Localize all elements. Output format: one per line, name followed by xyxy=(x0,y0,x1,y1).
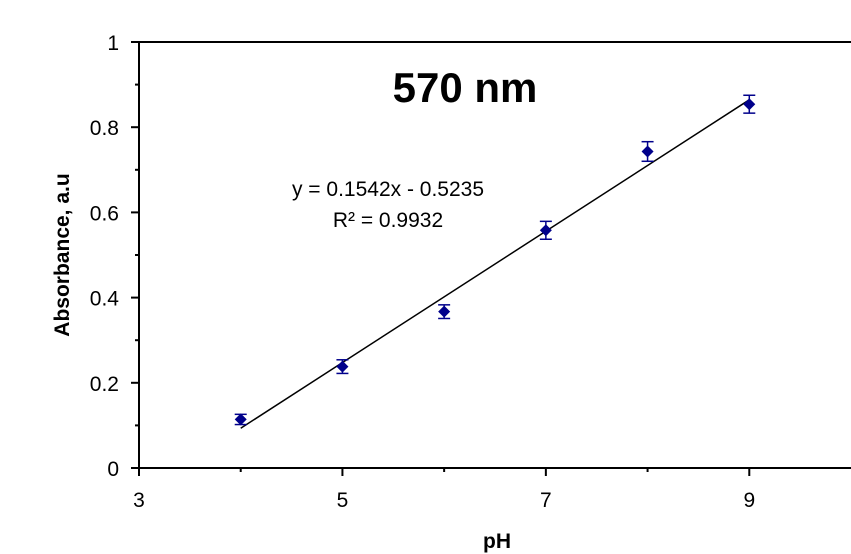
data-points xyxy=(234,94,756,426)
data-point-marker xyxy=(234,413,247,426)
axes: 0 0.2 0.4 0.6 0.8 1 3 5 7 9 xyxy=(90,32,851,512)
y-tick-label: 0.8 xyxy=(90,117,119,140)
y-tick-label: 1 xyxy=(107,32,119,55)
data-point-marker xyxy=(438,305,451,318)
x-tick-label: 9 xyxy=(743,489,755,512)
trendline-r-squared: R² = 0.9932 xyxy=(333,209,443,232)
x-tick-label: 7 xyxy=(540,489,552,512)
x-tick-label: 5 xyxy=(337,489,349,512)
y-tick-label: 0.2 xyxy=(90,373,119,396)
x-tick-label: 3 xyxy=(133,489,145,512)
trendline-equation: y = 0.1542x - 0.5235 xyxy=(292,178,484,201)
trendline-group xyxy=(240,99,750,429)
labels: 570 nm y = 0.1542x - 0.5235 R² = 0.9932 … xyxy=(51,64,537,553)
chart-title: 570 nm xyxy=(393,64,538,111)
data-point-marker xyxy=(336,360,349,373)
data-point-marker xyxy=(743,98,756,111)
x-axis-title: pH xyxy=(483,530,511,553)
y-tick-label: 0.6 xyxy=(90,202,119,225)
trendline xyxy=(240,99,750,429)
y-tick-label: 0.4 xyxy=(90,288,120,311)
data-point-marker xyxy=(641,145,654,158)
data-point-marker xyxy=(539,224,552,237)
y-axis-title: Absorbance, a.u xyxy=(51,173,74,336)
y-tick-label: 0 xyxy=(107,458,119,481)
